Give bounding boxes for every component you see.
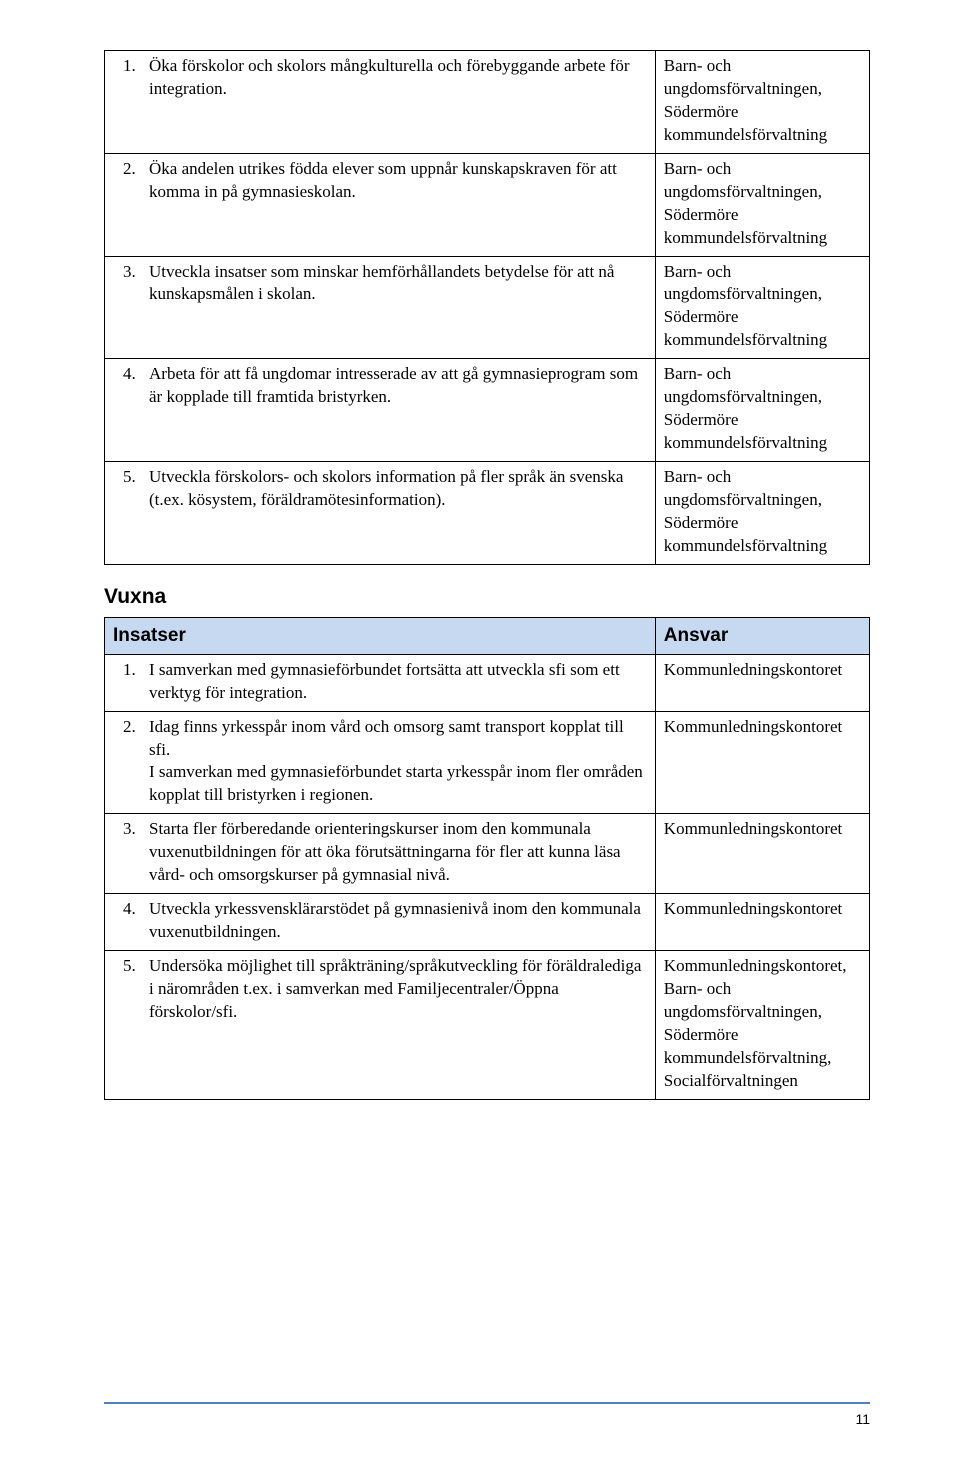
table-row: 4. Arbeta för att få ungdomar intressera…	[105, 359, 870, 462]
table-row: 4. Utveckla yrkessvensklärarstödet på gy…	[105, 894, 870, 951]
row-number: 4.	[113, 363, 149, 386]
row-resp: Kommunledningskontoret, Barn- och ungdom…	[655, 951, 869, 1100]
table-row: 2. Idag finns yrkesspår inom vård och om…	[105, 711, 870, 814]
row-text: Utveckla förskolors- och skolors informa…	[149, 466, 647, 512]
row-number: 5.	[113, 466, 149, 489]
row-number: 4.	[113, 898, 149, 921]
row-resp: Kommunledningskontoret	[655, 894, 869, 951]
row-text: I samverkan med gymnasieförbundet fortsä…	[149, 659, 647, 705]
row-text: Undersöka möjlighet till språkträning/sp…	[149, 955, 647, 1024]
header-insatser: Insatser	[105, 618, 656, 655]
row-text: Utveckla insatser som minskar hemförhåll…	[149, 261, 647, 307]
table-row: 1. I samverkan med gymnasieförbundet for…	[105, 654, 870, 711]
row-resp: Barn- och ungdomsförvaltningen, Södermör…	[655, 256, 869, 359]
row-text: Idag finns yrkesspår inom vård och omsor…	[149, 716, 647, 808]
row-text: Utveckla yrkessvensklärarstödet på gymna…	[149, 898, 647, 944]
table-row: 5. Utveckla förskolors- och skolors info…	[105, 462, 870, 565]
row-number: 3.	[113, 261, 149, 284]
table-row: 2. Öka andelen utrikes födda elever som …	[105, 153, 870, 256]
row-resp: Kommunledningskontoret	[655, 814, 869, 894]
table-header-row: Insatser Ansvar	[105, 618, 870, 655]
table-row: 3. Utveckla insatser som minskar hemförh…	[105, 256, 870, 359]
row-number: 5.	[113, 955, 149, 978]
document-page: 1. Öka förskolor och skolors mångkulture…	[0, 0, 960, 1464]
row-number: 1.	[113, 55, 149, 78]
table-1: 1. Öka förskolor och skolors mångkulture…	[104, 50, 870, 565]
row-text: Öka andelen utrikes födda elever som upp…	[149, 158, 647, 204]
row-text: Öka förskolor och skolors mångkulturella…	[149, 55, 647, 101]
row-resp: Barn- och ungdomsförvaltningen, Södermör…	[655, 359, 869, 462]
table-row: 1. Öka förskolor och skolors mångkulture…	[105, 51, 870, 154]
row-resp: Kommunledningskontoret	[655, 711, 869, 814]
footer-rule	[104, 1402, 870, 1404]
header-ansvar: Ansvar	[655, 618, 869, 655]
row-text: Starta fler förberedande orienteringskur…	[149, 818, 647, 887]
row-number: 2.	[113, 716, 149, 739]
page-number: 11	[855, 1410, 870, 1429]
row-number: 1.	[113, 659, 149, 682]
table-2: Insatser Ansvar 1. I samverkan med gymna…	[104, 617, 870, 1100]
row-resp: Barn- och ungdomsförvaltningen, Södermör…	[655, 51, 869, 154]
row-resp: Barn- och ungdomsförvaltningen, Södermör…	[655, 153, 869, 256]
row-resp: Kommunledningskontoret	[655, 654, 869, 711]
row-number: 2.	[113, 158, 149, 181]
table-row: 5. Undersöka möjlighet till språkträning…	[105, 951, 870, 1100]
row-number: 3.	[113, 818, 149, 841]
row-resp: Barn- och ungdomsförvaltningen, Södermör…	[655, 462, 869, 565]
table-row: 3. Starta fler förberedande orienterings…	[105, 814, 870, 894]
section-title-vuxna: Vuxna	[104, 583, 870, 611]
row-text: Arbeta för att få ungdomar intresserade …	[149, 363, 647, 409]
